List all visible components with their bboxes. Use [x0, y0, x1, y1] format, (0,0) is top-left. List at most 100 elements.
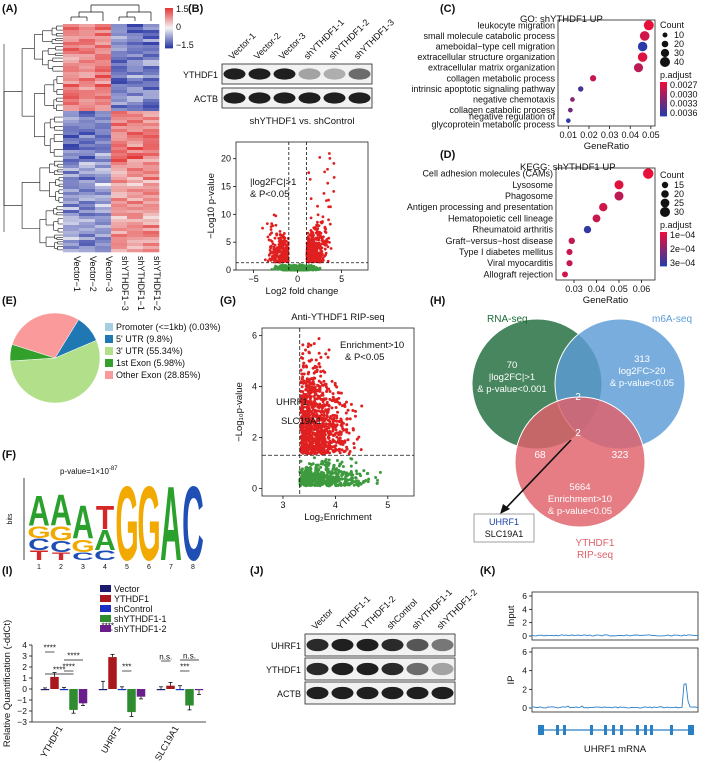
heatmap-cell — [143, 72, 160, 76]
heatmap-cell — [79, 36, 96, 40]
point-sig — [281, 251, 285, 255]
point-sig — [303, 401, 307, 405]
heatmap-cell — [143, 54, 160, 58]
heatmap-cell — [95, 27, 112, 31]
point-sig — [331, 439, 335, 443]
heatmap-cell — [111, 150, 128, 154]
point-sig — [331, 429, 335, 433]
heatmap-cell — [111, 207, 128, 211]
coverage-line — [531, 683, 699, 709]
dot — [566, 118, 571, 123]
point-sig — [307, 351, 311, 355]
heatmap-cell — [95, 237, 112, 241]
point-sig — [353, 414, 357, 418]
dot — [643, 168, 654, 179]
color-scale-step — [165, 19, 173, 21]
set-count: & p-value<0.001 — [477, 384, 546, 395]
point-sig — [324, 352, 328, 356]
heatmap-cell — [79, 153, 96, 157]
y-tick-label: −1 — [17, 695, 27, 705]
point-sig — [316, 213, 320, 217]
heatmap-cell — [79, 177, 96, 181]
pie-slice — [11, 312, 79, 359]
point-sig — [306, 419, 310, 423]
point-sig — [313, 414, 317, 418]
motif-letter: C — [94, 548, 116, 563]
heatmap-cell — [111, 69, 128, 73]
point-sig — [351, 427, 355, 431]
point-sig — [304, 433, 308, 437]
point-nonsig — [299, 459, 303, 463]
legend-color-step — [660, 110, 667, 113]
heatmap-cell — [63, 174, 80, 178]
heatmap-cell — [111, 168, 128, 172]
legend-size-dot — [660, 198, 670, 208]
color-scale-step — [165, 13, 173, 15]
heatmap-cell — [127, 174, 144, 178]
point-sig — [357, 435, 361, 439]
point-nonsig — [327, 484, 331, 488]
heatmap-cell — [127, 234, 144, 238]
point-sig — [331, 392, 335, 396]
heatmap-cell — [95, 246, 112, 250]
heatmap-cell — [79, 123, 96, 127]
point-nonsig — [326, 470, 330, 474]
heatmap-cell — [63, 159, 80, 163]
point-nonsig — [270, 267, 274, 271]
legend-color-step — [660, 254, 667, 257]
category-label: UHRF1 — [99, 724, 123, 755]
point-sig — [266, 259, 270, 263]
color-scale-step — [165, 44, 173, 46]
legend-size-dot — [661, 181, 669, 189]
heatmap-cell — [79, 159, 96, 163]
heatmap-cell — [111, 126, 128, 130]
color-scale-step — [165, 46, 173, 48]
point-sig — [310, 243, 314, 247]
heatmap-cell — [95, 63, 112, 67]
blot-band — [431, 686, 454, 700]
heatmap-cell — [63, 138, 80, 142]
point-sig — [307, 379, 311, 383]
heatmap-cell — [95, 105, 112, 109]
y-tick-label: 4 — [522, 666, 527, 676]
point-sig — [314, 439, 318, 443]
point-nonsig — [335, 473, 339, 477]
heatmap-cell — [95, 213, 112, 217]
point-sig — [344, 400, 348, 404]
point-sig — [324, 408, 328, 412]
point-sig — [314, 242, 318, 246]
blot-band — [381, 662, 404, 676]
heatmap-cell — [111, 225, 128, 229]
blot-band — [406, 662, 429, 676]
legend-label: shYTHDF1-2 — [114, 624, 167, 634]
y-axis-label: Relative Quantification (-ddCt) — [2, 620, 13, 747]
heatmap-cell — [143, 108, 160, 112]
x-tick-label: −5 — [248, 274, 258, 284]
heatmap-cell — [111, 234, 128, 238]
heatmap-cell — [63, 231, 80, 235]
point-sig — [299, 394, 303, 398]
heatmap-cell — [143, 198, 160, 202]
heatmap-cell — [79, 213, 96, 217]
heatmap-cell — [143, 195, 160, 199]
point-sig — [306, 429, 310, 433]
heatmap-cell — [63, 75, 80, 79]
track-frame — [531, 647, 699, 713]
heatmap-cell — [111, 111, 128, 115]
heatmap-cell — [79, 243, 96, 247]
heatmap-cell — [111, 90, 128, 94]
point-sig — [321, 383, 325, 387]
heatmap-cell — [111, 165, 128, 169]
point-sig — [330, 406, 334, 410]
point-sig — [313, 451, 317, 455]
heatmap-cell — [79, 30, 96, 34]
legend-label: Vector — [114, 584, 140, 594]
color-scale-step — [165, 10, 173, 12]
point-sig — [328, 157, 332, 160]
heatmap-cell — [111, 171, 128, 175]
heatmap-cell — [79, 228, 96, 232]
heatmap-cell — [79, 24, 96, 28]
point-sig — [319, 370, 323, 374]
